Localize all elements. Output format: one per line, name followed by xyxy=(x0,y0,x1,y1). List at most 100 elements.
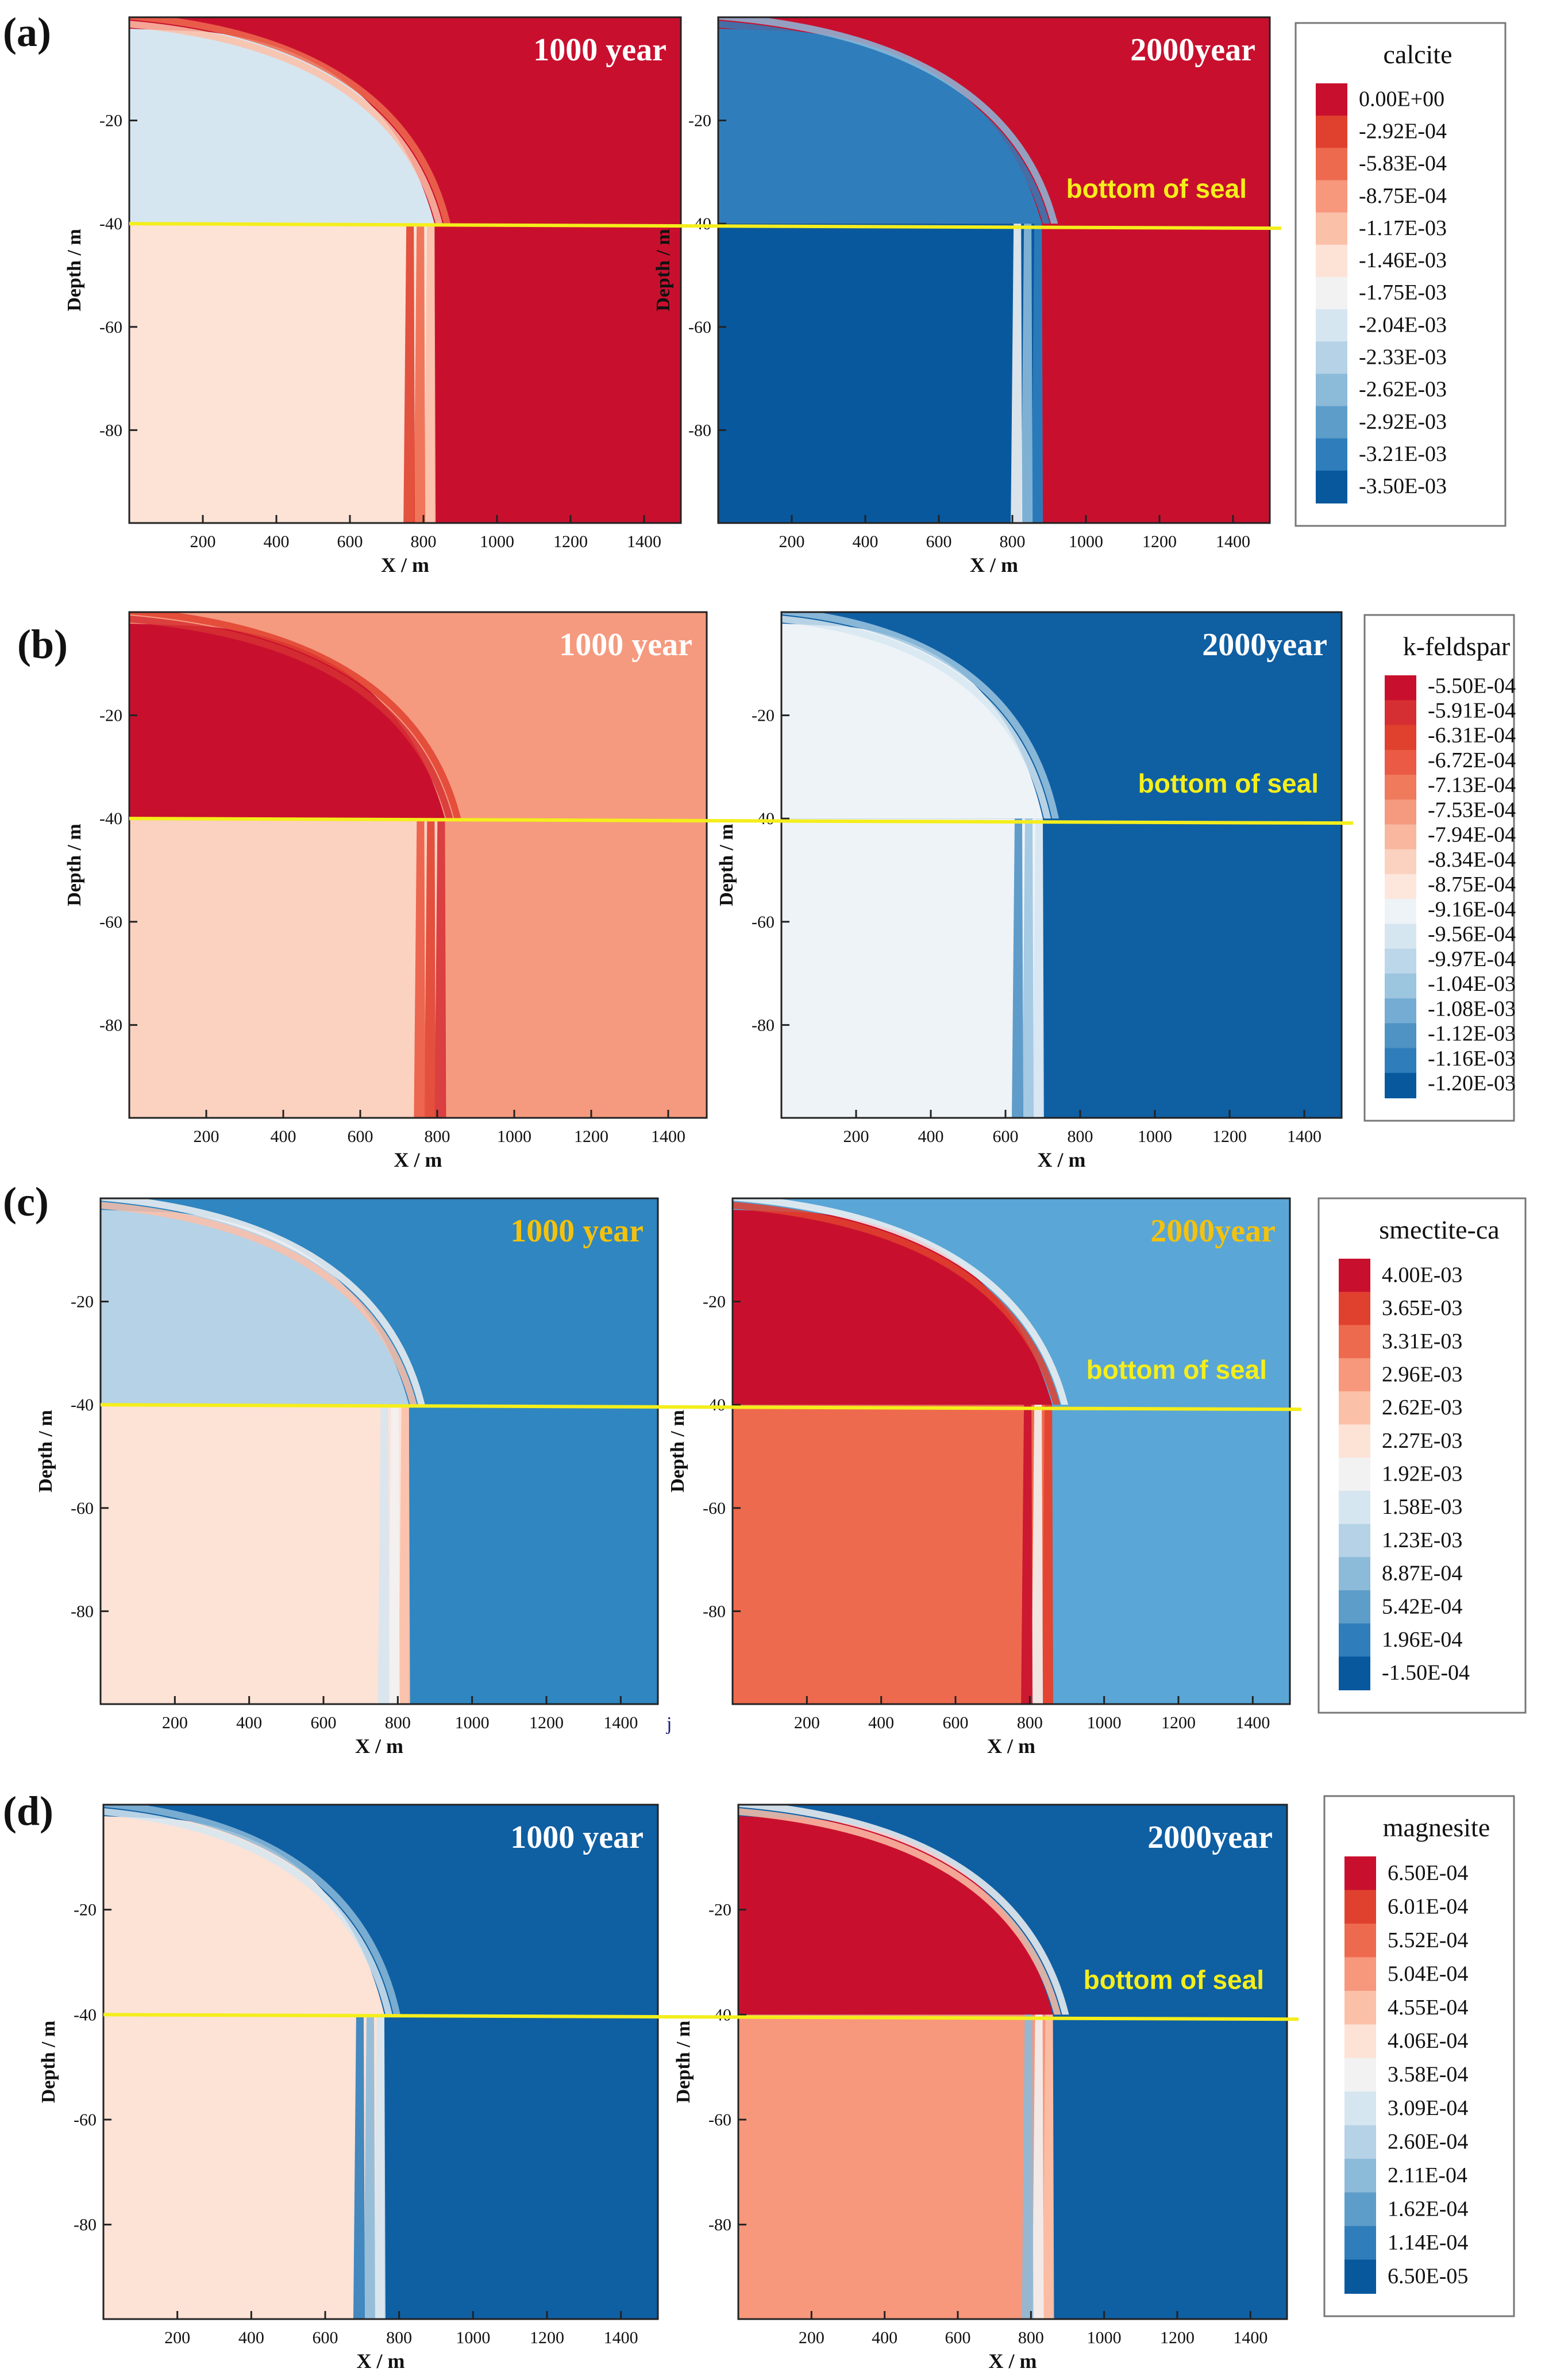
legend-swatch xyxy=(1339,1391,1370,1425)
x-tick-label: 1000 xyxy=(1138,1127,1172,1146)
legend-swatch xyxy=(1339,1325,1370,1359)
legend-swatch xyxy=(1316,276,1347,310)
legend-label: 6.50E-04 xyxy=(1388,1861,1468,1885)
front-band-upper xyxy=(718,21,1050,224)
legend-swatch xyxy=(1339,1358,1370,1392)
legend-label: 1.62E-04 xyxy=(1388,2197,1468,2221)
legend-swatch xyxy=(1316,148,1347,181)
seal-line xyxy=(129,817,1354,825)
legend-label: -3.50E-03 xyxy=(1359,474,1447,498)
contour-field xyxy=(129,612,707,1118)
contour-field xyxy=(718,17,1270,523)
legend-label: 2.62E-03 xyxy=(1382,1395,1462,1420)
legend-label: -3.21E-03 xyxy=(1359,442,1447,466)
y-tick-label: -40 xyxy=(688,214,711,233)
legend-label: 2.11E-04 xyxy=(1388,2163,1467,2187)
plot-frame xyxy=(717,16,1271,524)
y-tick-label: -60 xyxy=(99,913,122,932)
legend-label: -1.08E-03 xyxy=(1428,997,1516,1021)
legend-swatch xyxy=(1339,1623,1370,1658)
x-tick-label: 600 xyxy=(313,2328,338,2347)
y-tick-label: -60 xyxy=(99,318,122,337)
legend-label: -1.17E-03 xyxy=(1359,216,1447,240)
x-tick-label: 800 xyxy=(1068,1127,1093,1146)
legend-label: -5.91E-04 xyxy=(1428,699,1516,723)
x-axis-label: X / m xyxy=(970,553,1018,576)
front-band-upper xyxy=(781,616,1051,819)
legend-swatch xyxy=(1344,2259,1376,2294)
front-band xyxy=(1012,818,1023,1118)
legend-swatch xyxy=(1344,2226,1376,2260)
y-tick-label: -80 xyxy=(703,1602,726,1621)
legend-title: k-feldspar xyxy=(1403,632,1510,661)
y-tick-label: -60 xyxy=(74,2110,97,2129)
time-label: 2000year xyxy=(1130,32,1255,68)
front-band xyxy=(403,224,415,523)
x-tick-label: 400 xyxy=(236,1713,262,1732)
front-band xyxy=(1032,2014,1044,2319)
legend-label: -1.20E-03 xyxy=(1428,1071,1516,1095)
y-tick-label: -40 xyxy=(71,1395,94,1414)
legend-swatch xyxy=(1344,2192,1376,2227)
legend-label: -7.53E-04 xyxy=(1428,798,1516,822)
time-label: 2000year xyxy=(1147,1820,1273,1855)
time-label: 1000 year xyxy=(510,1213,644,1249)
front-band xyxy=(1042,2014,1054,2319)
x-tick-label: 1400 xyxy=(1287,1127,1321,1146)
legend-label: -6.72E-04 xyxy=(1428,748,1516,772)
legend-swatch xyxy=(1385,849,1416,875)
contour-field xyxy=(733,1198,1290,1704)
x-axis-label: X / m xyxy=(357,2350,405,2373)
legend-label: -1.04E-03 xyxy=(1428,972,1516,996)
contour-plot-left: 200 400 600 800 1000 1200 1400 -20 -40 -60 -80 X / … xyxy=(38,1804,659,2373)
reacted-zone-lower xyxy=(103,2014,384,2319)
legend-label: -7.94E-04 xyxy=(1428,823,1516,847)
x-tick-label: 600 xyxy=(943,1713,969,1732)
front-band xyxy=(414,818,426,1118)
legend-swatch xyxy=(1316,438,1347,471)
y-axis-label: Depth / m xyxy=(673,2021,694,2104)
legend-swatch xyxy=(1339,1590,1370,1624)
reacted-zone-lower xyxy=(101,1405,409,1704)
plot-frame xyxy=(102,1804,659,2320)
seal-label: bottom of seal xyxy=(1086,1355,1267,1385)
x-tick-label: 400 xyxy=(264,532,290,551)
x-tick-label: 1200 xyxy=(553,532,588,551)
x-axis-label: X / m xyxy=(355,1735,403,1758)
y-axis-label: Depth / m xyxy=(653,229,674,312)
legend-label: -1.46E-03 xyxy=(1359,248,1447,272)
x-tick-label: 200 xyxy=(190,532,216,551)
y-tick-label: -20 xyxy=(99,706,122,725)
x-tick-label: 1200 xyxy=(574,1127,608,1146)
legend-swatch xyxy=(1385,1048,1416,1074)
legend-swatch xyxy=(1316,374,1347,407)
legend-label: -1.50E-04 xyxy=(1382,1661,1470,1685)
y-tick-label: -20 xyxy=(752,706,775,725)
legend-label: -6.31E-04 xyxy=(1428,724,1516,748)
legend-label: -9.97E-04 xyxy=(1428,947,1516,971)
panel-smectite-ca: (c) 200 400 600 800 1000 1200 1400 -20 -40 -60 -80 X… xyxy=(3,1179,1527,1758)
panel-calcite: (a) 200 400 600 800 1000 1200 1400 -20 -40 -60 -80 X… xyxy=(3,9,1507,576)
panel-label: (c) xyxy=(3,1179,49,1225)
legend-label: 2.60E-04 xyxy=(1388,2130,1468,2154)
legend-swatch xyxy=(1344,2091,1376,2126)
x-tick-label: 800 xyxy=(425,1127,450,1146)
legend-label: 2.27E-03 xyxy=(1382,1429,1462,1453)
front-band xyxy=(398,1405,410,1704)
y-tick-label: -80 xyxy=(74,2216,97,2235)
y-tick-label: -80 xyxy=(752,1016,775,1035)
legend-swatch xyxy=(1385,924,1416,949)
contour-plot-right: 200 400 600 800 1000 1200 1400 -20 -40 -60 -80 X / … xyxy=(716,611,1343,1171)
x-tick-label: 200 xyxy=(164,2328,190,2347)
legend-swatch xyxy=(1385,973,1416,999)
front-band xyxy=(1011,224,1023,523)
x-tick-label: 600 xyxy=(348,1127,373,1146)
y-axis-label: Depth / m xyxy=(716,824,737,906)
seal-label: bottom of seal xyxy=(1138,768,1319,798)
x-tick-label: 1200 xyxy=(1160,2328,1195,2347)
y-tick-label: -20 xyxy=(703,1293,726,1312)
x-tick-label: 1400 xyxy=(627,532,661,551)
legend-label: 4.55E-04 xyxy=(1388,1995,1468,2020)
x-tick-label: 200 xyxy=(779,532,805,551)
reacted-zone-lower xyxy=(718,224,1042,523)
